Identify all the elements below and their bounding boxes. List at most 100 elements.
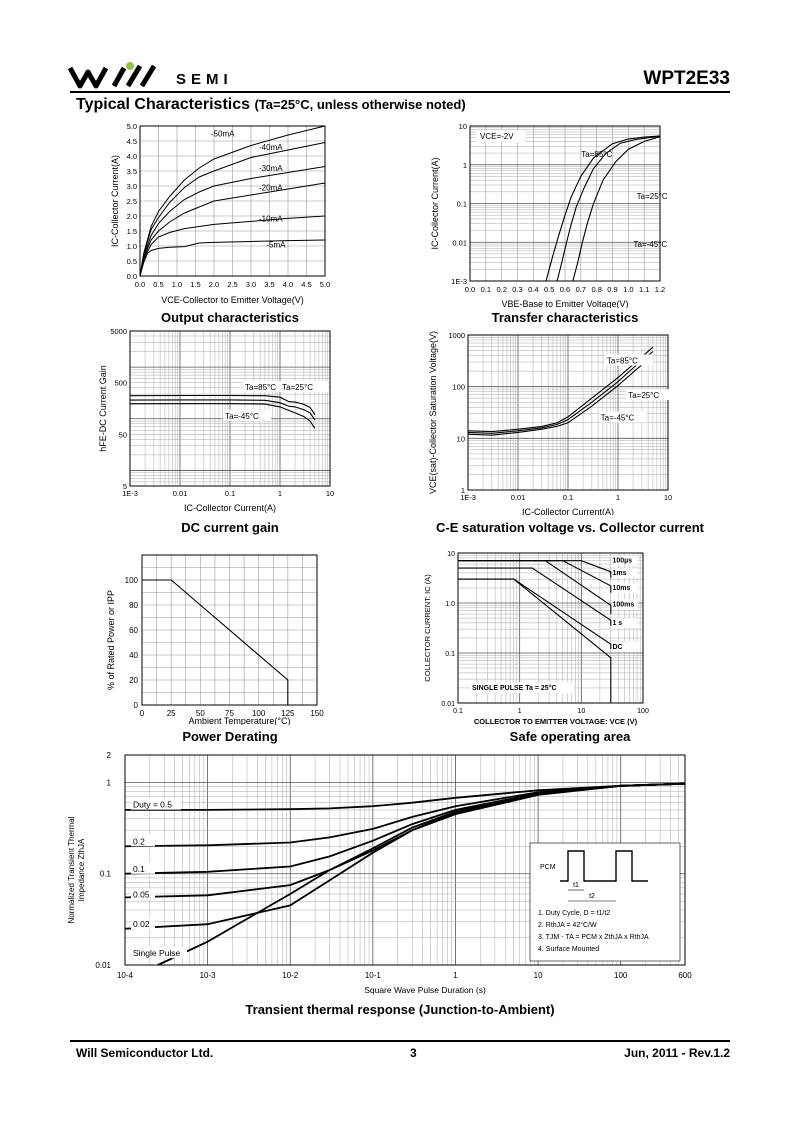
series-line-1 (129, 399, 316, 421)
x-axis-label: VBE-Base to Emitter Voltage(V) (501, 299, 628, 308)
series-label: 1ms (612, 570, 626, 577)
y-axis-label: % of Rated Power or IPP (106, 590, 116, 690)
x-tick-label: 0.6 (560, 285, 570, 294)
annotation-bg (470, 682, 574, 694)
series-label: -5mA (266, 241, 286, 250)
x-tick-label: 10-1 (365, 971, 382, 980)
series-line-4 (139, 215, 326, 277)
series-label: -50mA (211, 130, 235, 139)
y-axis-label: IC-Collector Current(A) (430, 157, 440, 249)
inset-note: 4. Surface Mounted (538, 946, 599, 953)
series-line-1 (556, 135, 661, 282)
series-line-5 (157, 782, 686, 966)
series-label: Single Pulse (133, 948, 181, 958)
x-tick-label: 10-2 (282, 971, 299, 980)
series-line-3 (139, 182, 326, 277)
x-tick-label: 125 (281, 709, 295, 718)
series-label: -40mA (259, 143, 283, 152)
brand-dot-icon (126, 62, 134, 70)
chart-output-characteristics: 0.0 0.5 1.0 1.5 2.0 2.5 3.0 3.5 4.0 4.5 5.0 0.0 0.5 1… (110, 122, 330, 305)
footer-company: Will Semiconductor Ltd. (76, 1046, 214, 1060)
x-tick-label: 0.5 (544, 285, 554, 294)
x-tick-label: 0.1 (453, 708, 463, 715)
y-axis-label: IC-Collector Current(A) (110, 155, 120, 247)
series-label-bg (131, 862, 155, 874)
x-tick-label: 1 (278, 489, 282, 498)
inset-note: 1. Duty Cycle, D = t1/t2 (538, 910, 610, 917)
x-tick-label: 0.9 (607, 285, 617, 294)
x-tick-label: 1 (518, 708, 522, 715)
section-title: Typical Characteristics (Ta=25°C, unless… (76, 96, 466, 113)
x-tick-label: 100 (614, 971, 628, 980)
annotation-label: SINGLE PULSE Ta = 25°C (472, 684, 557, 692)
series-label-bg (611, 583, 638, 594)
x-axis-label: IC-Collector Current(A) (522, 507, 614, 515)
y-axis-label-2: Impedance ZthJA (77, 838, 86, 901)
x-axis-label: VCE-Collector to Emitter Voltage(V) (161, 295, 304, 305)
y-axis-label: VCE(sat)-Collector Saturation Voltage(V) (428, 331, 438, 494)
series-label: 0.1 (133, 864, 145, 874)
x-tick-label: 1 (453, 971, 458, 980)
caption-thermal: Transient thermal response (Junction-to-… (245, 1002, 555, 1017)
series-label-bg (243, 381, 292, 393)
inset-pcm-label: PCM (540, 864, 556, 871)
y-tick-label: 10 (457, 434, 465, 443)
series-line-0 (142, 579, 289, 705)
y-tick-label: 0 (134, 701, 139, 710)
x-tick-label: 2.5 (227, 280, 237, 289)
part-number: WPT2E33 (643, 68, 730, 89)
y-tick-label: 10 (447, 551, 455, 558)
series-label: 0.05 (133, 889, 150, 899)
y-tick-label: 5.0 (127, 122, 137, 131)
plot-frame (129, 330, 331, 487)
series-label: Ta=85°C (245, 383, 276, 392)
series-line-2 (458, 560, 612, 615)
y-tick-label: 5 (123, 482, 127, 491)
inset-note: 3. TJM - TA = PCM x ZthJA x RthJA (538, 934, 649, 941)
series-line-2 (467, 355, 654, 436)
x-tick-label: 1.1 (639, 285, 649, 294)
x-tick-label: 0.1 (563, 493, 573, 502)
series-line-2 (572, 136, 661, 282)
series-line-2 (129, 403, 316, 429)
series-label-bg (611, 618, 638, 629)
series-line-5 (139, 239, 326, 277)
x-tick-label: 0.7 (576, 285, 586, 294)
x-tick-label: 5.0 (320, 280, 330, 289)
x-tick-label: 4.5 (301, 280, 311, 289)
series-label: 100µs (612, 557, 632, 564)
x-tick-label: 100 (252, 709, 266, 718)
series-label: 0.2 (133, 836, 145, 846)
y-tick-label: 60 (129, 626, 138, 635)
series-line-0 (139, 125, 326, 277)
x-tick-label: 0.8 (591, 285, 601, 294)
x-axis-label: Square Wave Pulse Duration (s) (364, 985, 486, 995)
series-label: Ta=25°C (628, 391, 659, 400)
series-label: -30mA (259, 164, 283, 173)
x-axis-label: COLLECTOR TO EMITTER VOLTAGE: VCE (V) (474, 717, 638, 726)
caption-transfer: Transfer characteristics (491, 310, 639, 325)
y-tick-label: 2.5 (127, 197, 137, 206)
x-tick-label: 0.1 (225, 489, 235, 498)
plot-frame (457, 552, 644, 704)
y-tick-label: 1.5 (127, 227, 137, 236)
y-axis-label: hFE-DC Current Gain (98, 365, 108, 452)
series-line-2 (139, 166, 326, 277)
series-line-0 (467, 346, 654, 433)
y-tick-label: 2 (107, 751, 112, 760)
series-label-bg (611, 642, 638, 653)
series-label-bg (131, 835, 155, 847)
x-tick-label: 0 (140, 709, 145, 718)
plot-frame (124, 754, 686, 966)
y-tick-label: 20 (129, 676, 138, 685)
x-tick-label: 0.0 (135, 280, 145, 289)
chart-transfer-characteristics: 0.0 0.1 0.2 0.3 0.4 0.5 0.6 0.7 0.8 0.9 1.0 1.1 1.2 1… (430, 122, 668, 308)
caption-hfe: DC current gain (181, 520, 279, 535)
series-label: 0.02 (133, 919, 150, 929)
y-tick-label: 1 (463, 161, 467, 170)
series-label: -20mA (259, 184, 283, 193)
y-tick-label: 40 (129, 651, 138, 660)
caption-derating: Power Derating (182, 729, 278, 744)
x-tick-label: 0.2 (496, 285, 506, 294)
x-tick-label: 10 (326, 489, 334, 498)
